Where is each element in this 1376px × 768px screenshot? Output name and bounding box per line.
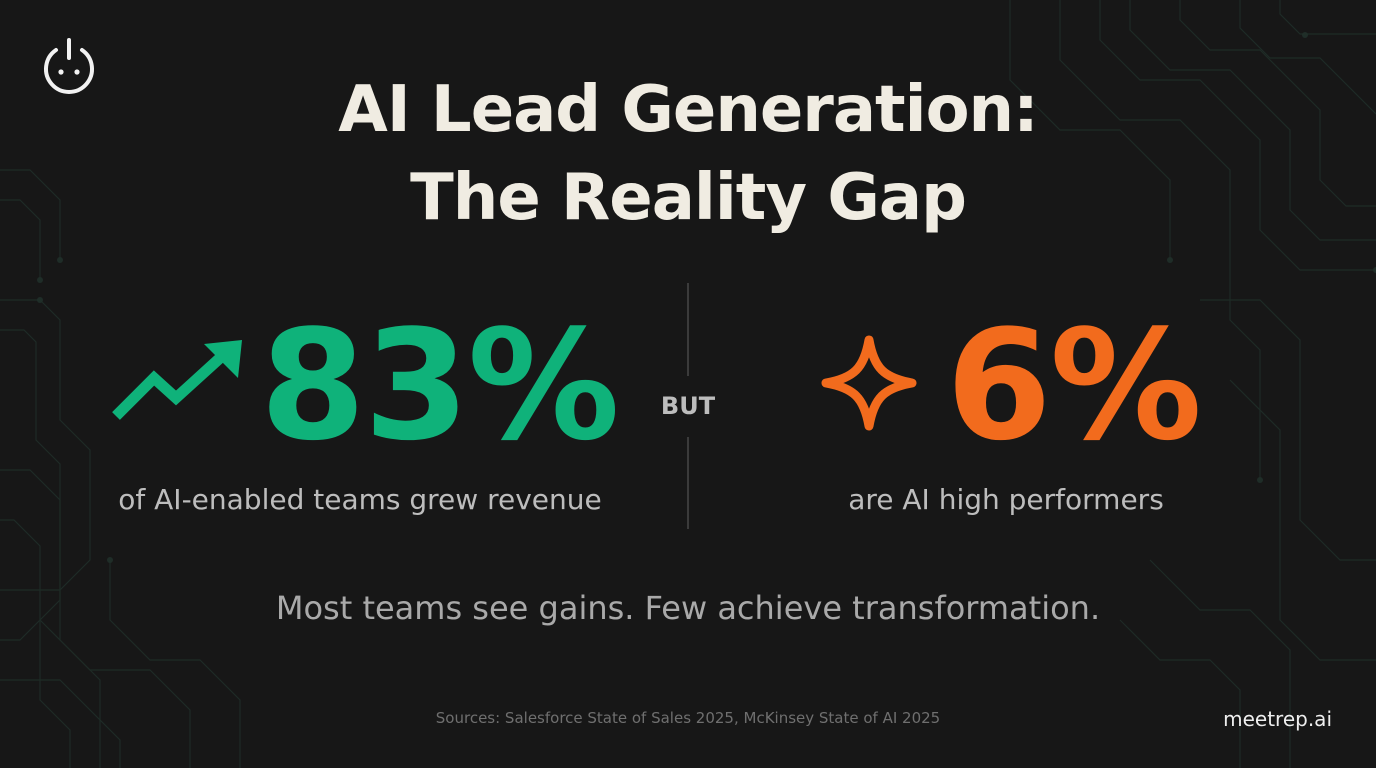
divider-bottom	[687, 437, 689, 529]
brand-label: meetrep.ai	[1223, 707, 1332, 731]
trending-up-icon	[112, 340, 242, 420]
sources-note: Sources: Salesforce State of Sales 2025,…	[435, 709, 941, 727]
divider-top	[687, 283, 689, 376]
sparkle-icon	[821, 335, 917, 431]
right-stat-caption: are AI high performers	[848, 483, 1164, 516]
power-face-icon	[44, 38, 94, 94]
left-stat-value: 83%	[260, 297, 620, 474]
title-line-1: AI Lead Generation:	[338, 73, 1038, 147]
tagline: Most teams see gains. Few achieve transf…	[275, 589, 1101, 627]
title-line-2: The Reality Gap	[410, 161, 967, 235]
right-stat-value: 6%	[946, 297, 1202, 474]
left-stat-caption: of AI-enabled teams grew revenue	[118, 483, 602, 516]
connector-label: BUT	[660, 392, 716, 420]
